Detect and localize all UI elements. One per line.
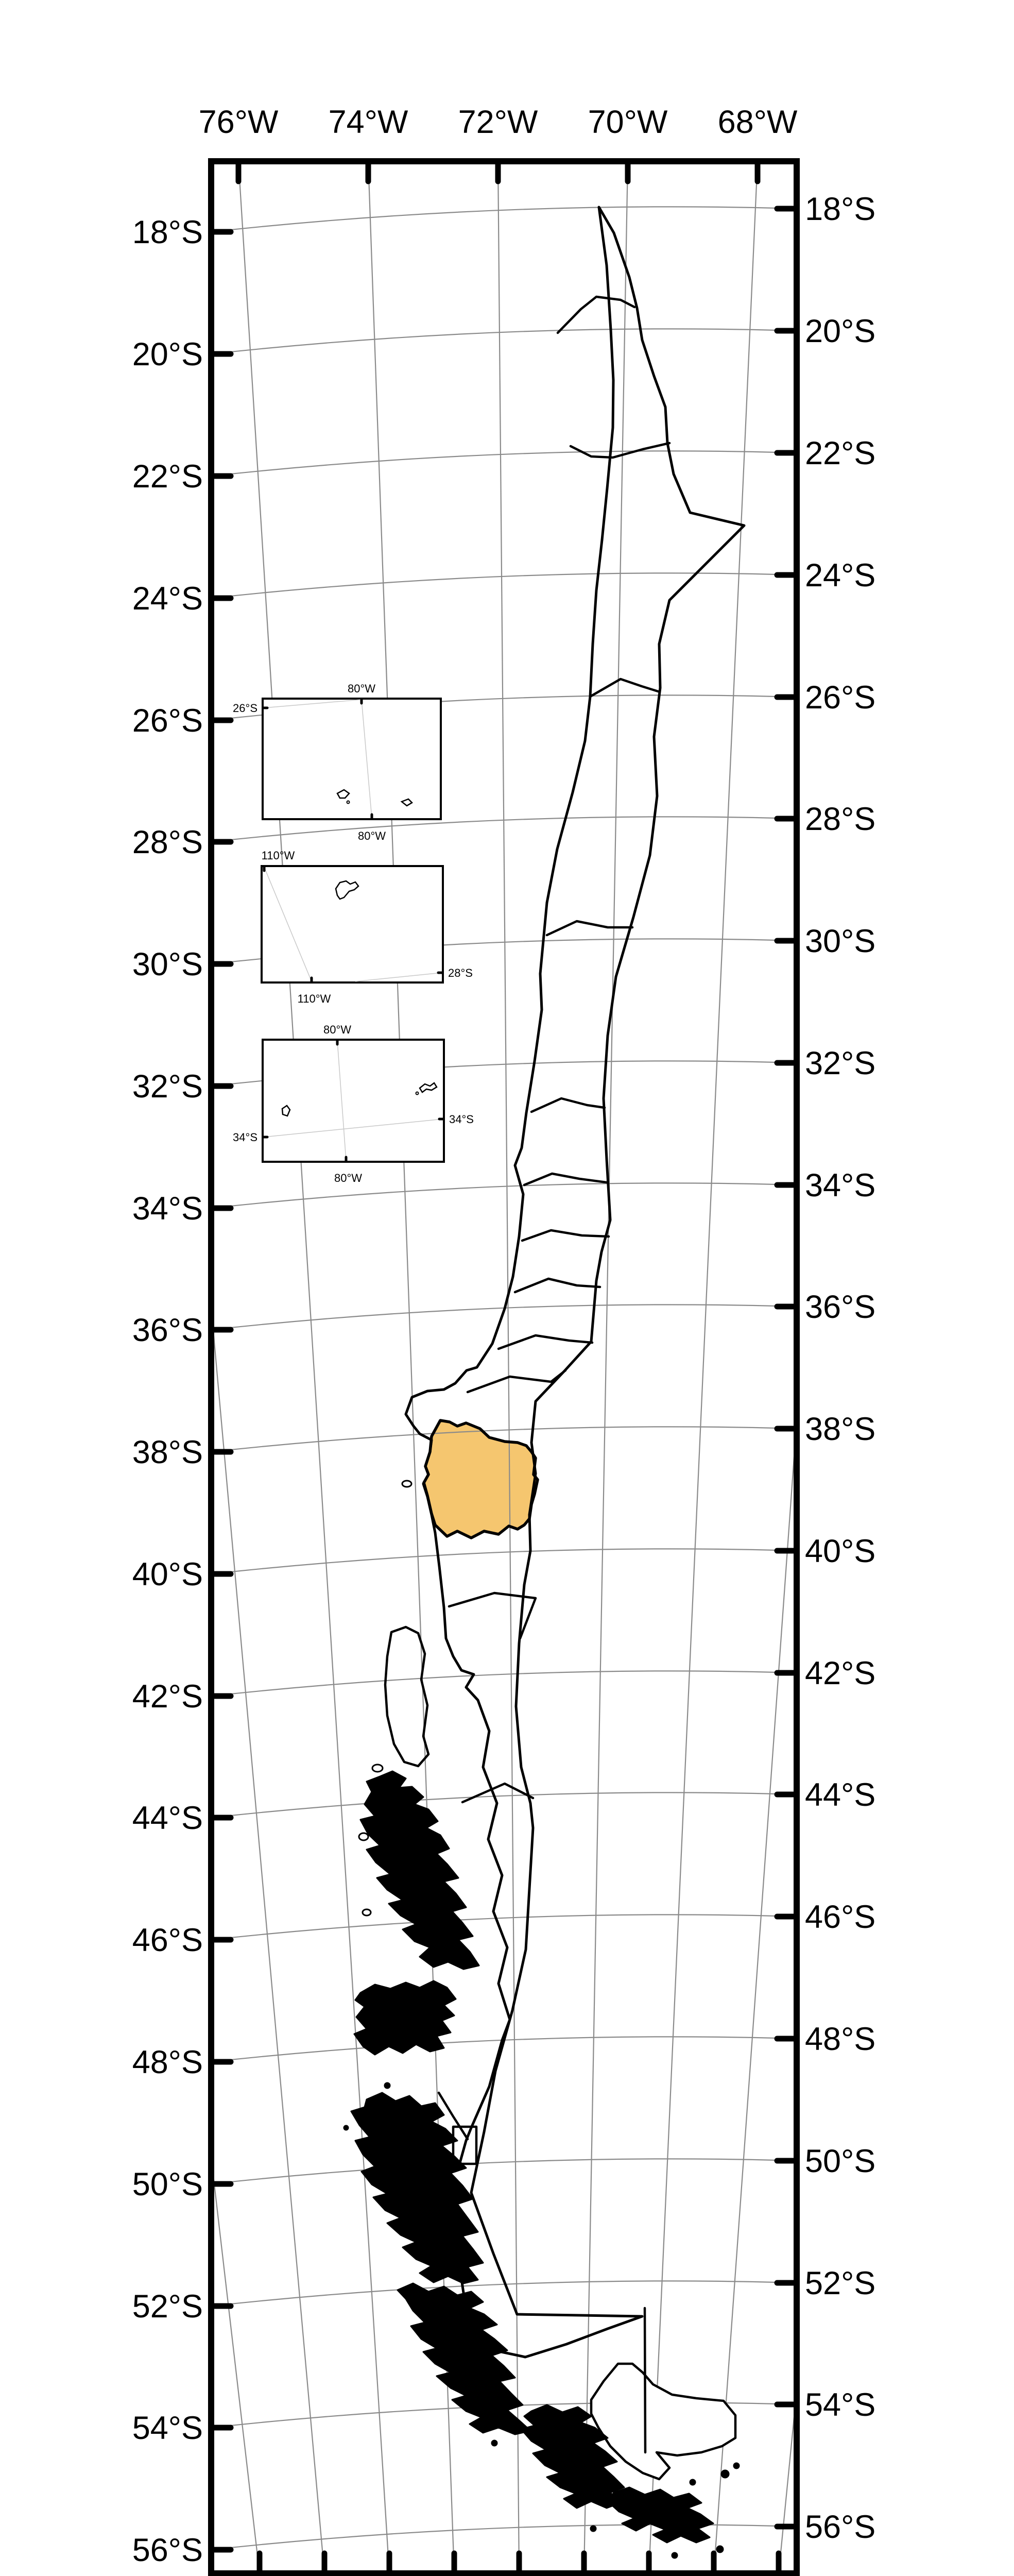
highlighted-region-outline [422,1419,539,1539]
lat-label-right: 22°S [805,435,875,471]
lat-label-right: 34°S [805,1167,875,1204]
tierra-del-fuego [590,2362,737,2481]
chiloe-outline [384,1625,430,1768]
inset-lon-label: 80°W [348,682,375,695]
inset-lon-label: 110°W [262,849,295,862]
lat-label-right: 56°S [805,2509,875,2545]
mainland-outline [404,206,746,2359]
lat-label-right: 32°S [805,1045,875,1081]
lat-label-left: 28°S [132,824,203,860]
lat-label-left: 52°S [132,2289,203,2325]
lon-label-top: 72°W [458,104,538,140]
coastlines-and-borders [358,206,746,2481]
lat-label-left: 50°S [132,2166,203,2202]
map-frame [208,158,800,2576]
inset-easter-island: 110°W 110°W 28°S [261,849,473,1005]
lon-label-top: 76°W [199,104,279,140]
robinson-crusoe-island [419,1082,438,1093]
lat-label-left: 46°S [132,1922,203,1958]
easter-island-shape [335,880,359,900]
lat-label-left: 36°S [132,1312,203,1348]
lat-label-right: 20°S [805,313,875,349]
lat-label-left: 30°S [132,946,203,982]
lat-label-right: 54°S [805,2387,875,2423]
san-ambrosio-island [400,798,414,807]
lat-label-left: 48°S [132,2044,203,2080]
fjord-archipelago [343,1770,740,2559]
inset-lat-label: 26°S [233,702,257,715]
lat-label-right: 18°S [805,191,875,227]
inset-juan-fernandez: 80°W 80°W 34°S 34°S [233,1023,474,1184]
lon-label-top: 74°W [329,104,408,140]
lat-label-right: 48°S [805,2021,875,2057]
alejandro-selkirk-island [281,1105,291,1117]
lat-label-right: 46°S [805,1899,875,1935]
lat-label-right: 28°S [805,801,875,837]
small-island [362,1908,372,1917]
lat-label-right: 44°S [805,1777,875,1813]
lat-label-right: 42°S [805,1655,875,1691]
lat-label-left: 26°S [132,703,203,739]
lat-label-right: 52°S [805,2265,875,2301]
lat-label-left: 56°S [132,2532,203,2568]
lat-label-right: 36°S [805,1289,875,1325]
isla-mocha [401,1480,413,1488]
lat-label-left: 38°S [132,1434,203,1470]
lon-label-top: 68°W [718,104,798,140]
region-boundaries [437,295,671,2141]
inset-lon-label: 110°W [298,992,331,1005]
inset-lon-label: 80°W [323,1023,351,1036]
inset-lat-label: 34°S [233,1131,257,1144]
lat-label-left: 34°S [132,1191,203,1227]
lat-label-left: 18°S [132,214,203,250]
lat-label-right: 26°S [805,680,875,716]
lat-label-left: 42°S [132,1679,203,1715]
lat-label-right: 38°S [805,1411,875,1447]
inset-san-felix: 80°W 26°S 80°W [233,682,442,842]
lat-label-left: 24°S [132,581,203,617]
small-island [358,1832,369,1841]
lat-label-left: 54°S [132,2410,203,2446]
small-island [371,1764,384,1773]
mainland-chile [406,207,744,2357]
lat-label-right: 50°S [805,2143,875,2179]
lat-label-left: 20°S [132,336,203,372]
inset-lon-label: 80°W [334,1172,362,1184]
lat-label-left: 40°S [132,1556,203,1592]
axis-ticks [210,160,798,2574]
lat-label-right: 24°S [805,557,875,594]
san-felix-island [336,789,350,799]
chiloe-island [385,1627,428,1766]
lon-label-top: 70°W [588,104,668,140]
lat-label-left: 22°S [132,459,203,495]
inset-lat-label: 28°S [448,967,473,979]
inset-lat-label: 34°S [449,1113,474,1126]
axis-labels: 76°W 74°W 72°W 70°W 68°W 80°W 76°W 72°W … [132,104,876,2568]
lat-label-right: 30°S [805,923,875,959]
inset-lon-label: 80°W [358,829,386,842]
lat-label-right: 40°S [805,1533,875,1569]
map-marker-rectangle [452,2125,478,2165]
lat-label-left: 44°S [132,1800,203,1836]
lat-label-left: 32°S [132,1069,203,1105]
